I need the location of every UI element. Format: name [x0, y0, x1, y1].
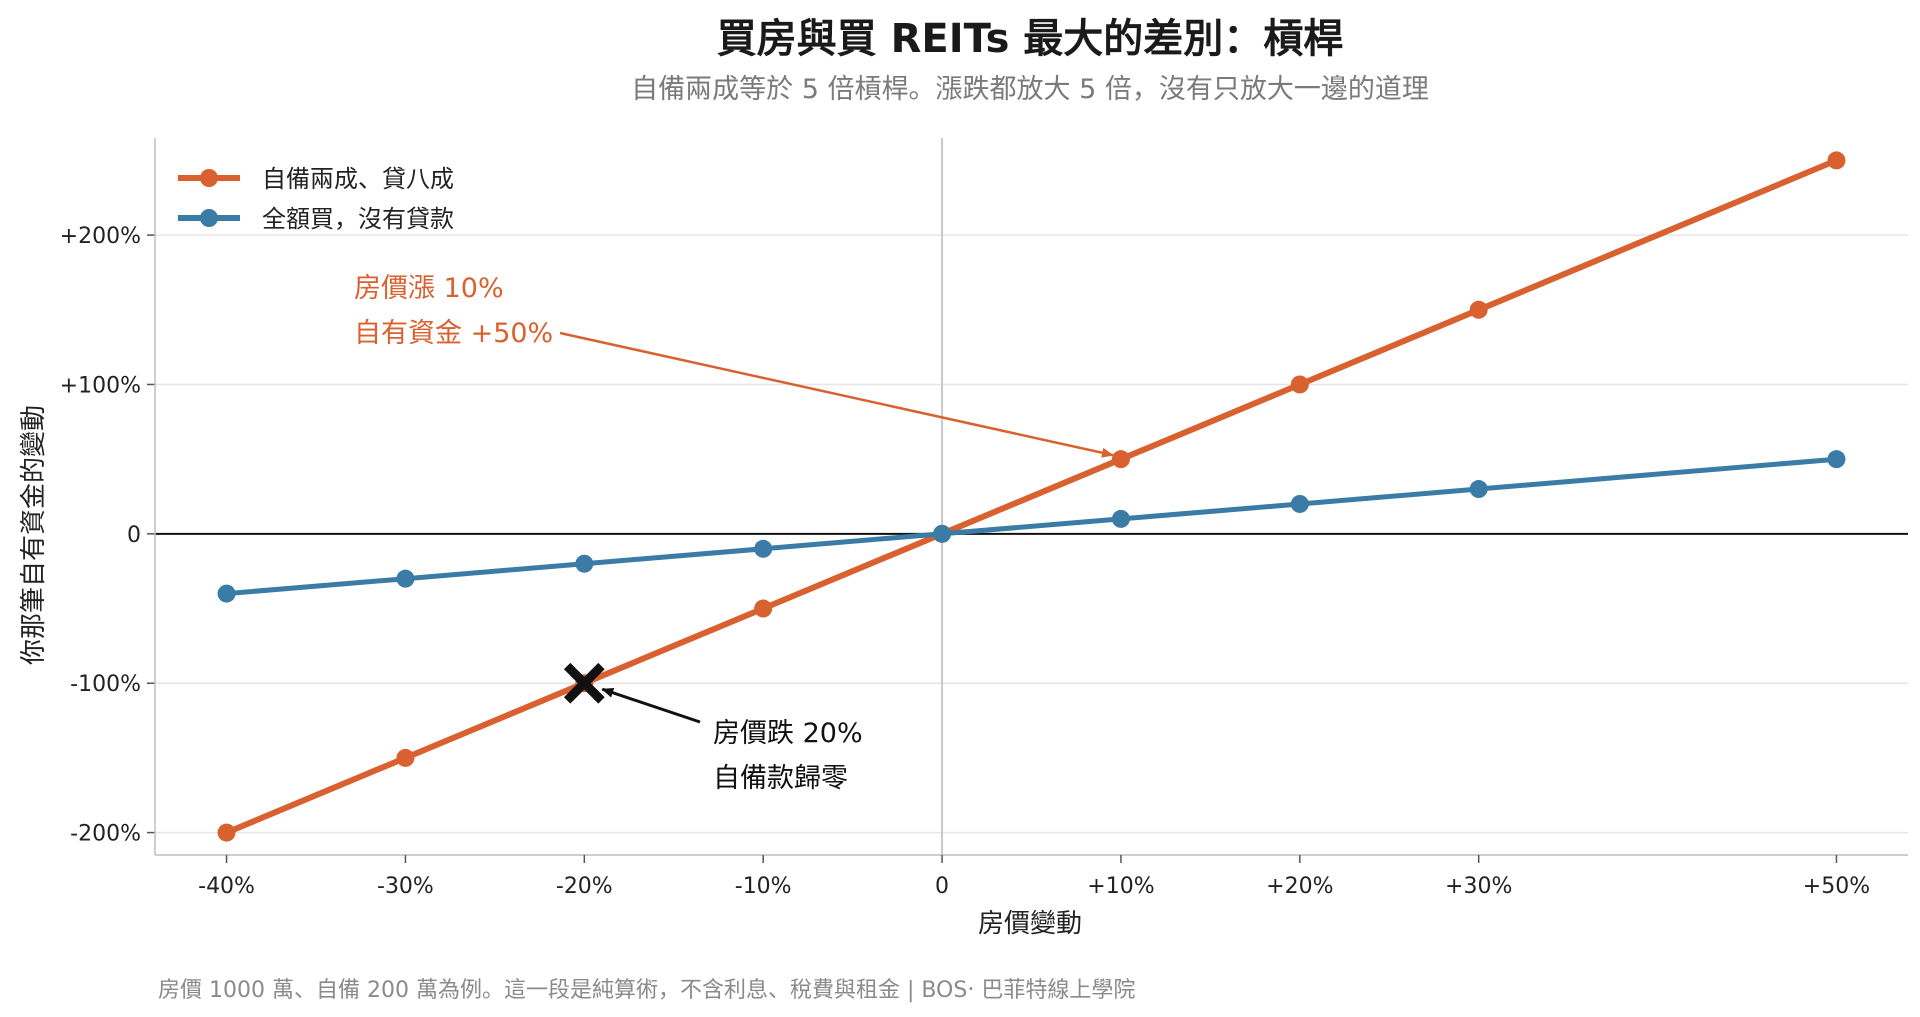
data-point — [754, 599, 773, 618]
data-point — [754, 539, 773, 558]
x-tick-label: -10% — [735, 874, 792, 899]
x-marker — [563, 662, 605, 704]
annotation-drop-arrow — [601, 687, 701, 724]
data-point — [575, 554, 594, 573]
grid-lines — [155, 138, 1908, 855]
chart-title: 買房與買 REITs 最大的差別：槓桿 — [717, 16, 1344, 62]
x-tick-label: -40% — [198, 874, 255, 899]
series-line-2 — [226, 456, 1837, 597]
x-tick-label: -20% — [556, 874, 613, 899]
x-tick-label: -30% — [377, 874, 434, 899]
axes — [147, 138, 1908, 863]
annotation-rise-arrow — [559, 331, 1114, 458]
series-line-1 — [225, 157, 1838, 836]
annotation-rise-line-2: 自有資金 +50% — [354, 318, 553, 349]
data-point — [1469, 300, 1488, 319]
data-point — [1111, 450, 1130, 469]
legend-marker-2 — [200, 209, 218, 227]
legend-label-2: 全額買，沒有貸款 — [262, 205, 454, 233]
x-marker-stroke — [563, 662, 605, 704]
data-point — [933, 524, 952, 543]
y-tick-label: 0 — [127, 523, 141, 548]
x-tick-label: +30% — [1445, 874, 1512, 899]
data-point — [1469, 480, 1488, 499]
data-point — [1290, 494, 1309, 513]
data-point — [396, 569, 415, 588]
x-axis-label: 房價變動 — [978, 909, 1082, 939]
legend-marker-1 — [200, 169, 218, 187]
annotation-rise-line-1: 房價漲 10% — [354, 273, 504, 304]
data-point — [396, 748, 415, 767]
annotation-drop-line-1: 房價跌 20% — [713, 718, 863, 749]
data-point — [1827, 450, 1846, 469]
y-axis-label: 你那筆自有資金的變動 — [19, 405, 49, 665]
tick-labels: -200% -100% 0 +100% +200% -40% -30% -20% -10% 0 +1… — [60, 224, 1870, 899]
x-tick-label: +50% — [1803, 874, 1870, 899]
annotation-drop-line-2: 自備款歸零 — [713, 763, 848, 794]
legend-label-1: 自備兩成、貸八成 — [262, 165, 454, 193]
data-point — [1290, 375, 1309, 394]
x-tick-label: +20% — [1266, 874, 1333, 899]
series-group — [217, 151, 1846, 842]
y-tick-label: -100% — [70, 672, 141, 697]
data-point — [1827, 151, 1846, 170]
data-point — [1111, 509, 1130, 528]
y-tick-label: +100% — [60, 373, 141, 398]
annotations: 房價漲 10% 自有資金 +50% 房價跌 20% 自備款歸零 — [354, 273, 1114, 794]
chart-subtitle: 自備兩成等於 5 倍槓桿。漲跌都放大 5 倍，沒有只放大一邊的道理 — [631, 74, 1429, 105]
footer-note: 房價 1000 萬、自備 200 萬為例。這一段是純算術，不含利息、稅費與租金 … — [158, 978, 1135, 1003]
x-tick-label: +10% — [1087, 874, 1154, 899]
x-tick-label: 0 — [935, 874, 949, 899]
y-tick-label: +200% — [60, 224, 141, 249]
data-point — [217, 584, 236, 603]
data-point — [217, 823, 236, 842]
y-tick-label: -200% — [70, 822, 141, 847]
